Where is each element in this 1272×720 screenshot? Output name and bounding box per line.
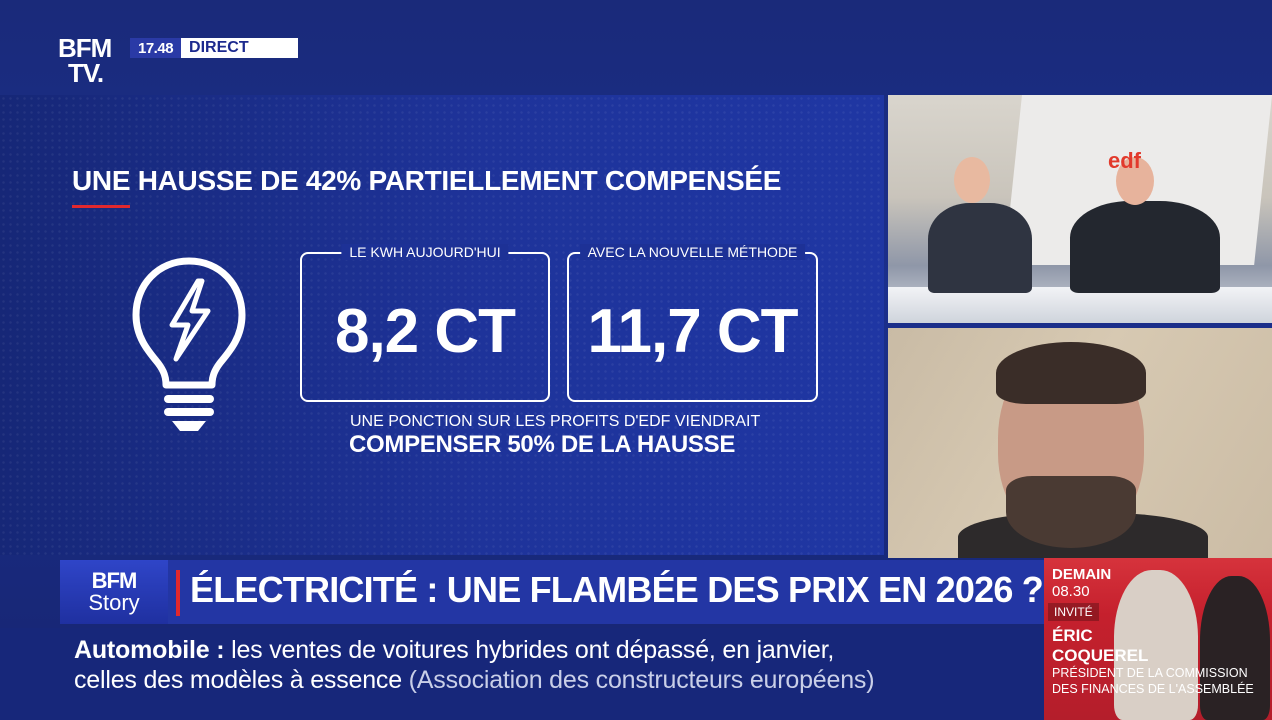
promo-hour: 08.30	[1052, 583, 1090, 600]
bfmtv-logo: BFM TV.	[58, 33, 124, 90]
ticker-separator: :	[209, 636, 232, 664]
guest-beard	[1006, 476, 1136, 548]
promo-guest-photo	[1114, 570, 1198, 720]
promo-tag: INVITÉ	[1048, 603, 1099, 621]
promo-role-line1: PRÉSIDENT DE LA COMMISSION	[1052, 666, 1248, 680]
ticker-category: Automobile	[74, 636, 210, 664]
upcoming-guest-promo: DEMAIN 08.30 INVITÉ ÉRIC COQUEREL PRÉSID…	[1044, 558, 1272, 720]
story-logo-story: Story	[88, 590, 140, 615]
presenter-left-head	[954, 157, 990, 203]
price-new-caption: AVEC LA NOUVELLE MÉTHODE	[579, 244, 806, 260]
guest-video	[888, 328, 1272, 558]
presenter-right	[1070, 201, 1220, 293]
price-today-caption: LE KWH AUJOURD'HUI	[341, 244, 509, 260]
ticker-line1: Automobile : les ventes de voitures hybr…	[74, 636, 834, 665]
promo-role-line2: DES FINANCES DE L'ASSEMBLÉE	[1052, 682, 1254, 696]
clock-time: 17.48	[130, 38, 182, 58]
price-new-value: 11,7 CT	[587, 297, 798, 366]
guest-hair	[996, 342, 1146, 404]
studio-video	[888, 95, 1272, 323]
note-line2: COMPENSER 50% DE LA HAUSSE	[349, 431, 736, 458]
presenter-right-head	[1116, 157, 1154, 205]
edf-logo: edf	[1108, 148, 1141, 173]
promo-last-name: COQUEREL	[1052, 646, 1149, 665]
promo-day: DEMAIN	[1052, 566, 1112, 583]
ticker-line2: celles des modèles à essence (Associatio…	[74, 666, 875, 695]
note-line1: UNE PONCTION SUR LES PROFITS D'EDF VIEND…	[350, 413, 761, 430]
headline-underline	[72, 205, 130, 208]
ticker-source: (Association des constructeurs européens…	[408, 666, 875, 694]
story-separator	[176, 570, 180, 616]
infographic-headline: UNE HAUSSE DE 42% PARTIELLEMENT COMPENSÉ…	[72, 165, 782, 196]
price-box-new-method: AVEC LA NOUVELLE MÉTHODE 11,7 CT	[567, 244, 818, 402]
lightbulb-bolt-icon	[132, 257, 246, 431]
price-box-today: LE KWH AUJOURD'HUI 8,2 CT	[300, 244, 550, 402]
promo-first-name: ÉRIC	[1052, 626, 1093, 645]
story-logo-bfm: BFM	[91, 568, 138, 593]
logo-line2: TV.	[68, 58, 104, 88]
story-bar	[60, 560, 1044, 624]
ticker-text1: les ventes de voitures hybrides ont dépa…	[231, 636, 835, 664]
price-today-value: 8,2 CT	[334, 297, 516, 366]
live-label: DIRECT	[189, 39, 249, 56]
bfm-story-logo: BFM Story	[60, 560, 168, 624]
studio-desk	[888, 287, 1272, 323]
promo-guest2-photo	[1200, 576, 1270, 720]
news-ticker	[0, 628, 1044, 720]
logo-line1: BFM	[58, 33, 112, 63]
story-title: ÉLECTRICITÉ : UNE FLAMBÉE DES PRIX EN 20…	[190, 569, 1044, 610]
ticker-text2: celles des modèles à essence	[74, 666, 402, 694]
live-clock: 17.48 DIRECT	[130, 38, 298, 58]
infographic-panel: UNE HAUSSE DE 42% PARTIELLEMENT COMPENSÉ…	[0, 95, 884, 555]
presenter-left	[928, 203, 1032, 293]
